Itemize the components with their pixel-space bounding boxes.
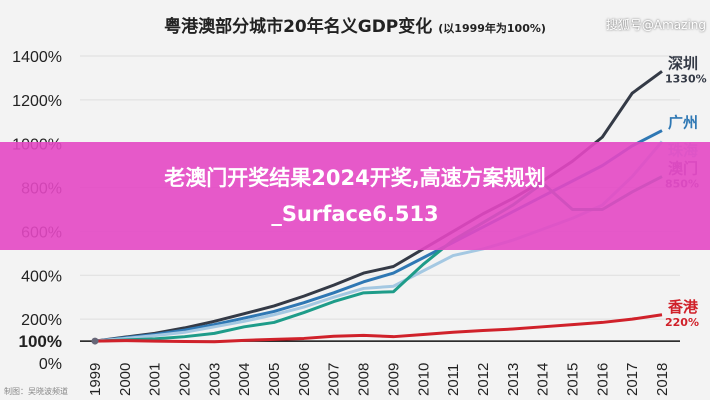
y-tick-label: 100% (19, 332, 62, 351)
x-tick-label: 2011 (445, 364, 462, 396)
title-text: 粤港澳部分城市20年名义GDP变化 (164, 17, 433, 37)
chart-title: 粤港澳部分城市20年名义GDP变化 (以1999年为100%) (0, 12, 710, 37)
y-tick-label: 1200% (12, 93, 62, 110)
source-watermark: 搜狐号@Amazing (605, 18, 706, 32)
series-label: 深圳 (668, 54, 698, 72)
series-label: 广州 (668, 114, 698, 132)
banner-text: 老澳门开奖结果2024开奖,高速方案规划_Surface6.513 (164, 166, 546, 226)
x-tick-label: 2009 (385, 363, 402, 396)
end-value-label: 220% (665, 316, 699, 329)
x-tick-label: 1999 (87, 363, 104, 396)
y-tick-label: 1400% (12, 49, 62, 66)
series-line (94, 313, 663, 344)
y-tick-label: 400% (21, 268, 62, 285)
end-value-label: 1330% (665, 72, 707, 85)
x-tick-label: 2012 (475, 363, 492, 396)
x-tick-label: 2010 (415, 363, 432, 396)
x-tick-label: 2015 (564, 363, 581, 396)
x-tick-label: 2002 (177, 363, 194, 396)
x-tick-label: 2001 (147, 363, 164, 396)
y-tick-label: 0% (39, 356, 62, 373)
series-label: 香港 (668, 298, 699, 316)
start-marker (91, 337, 99, 345)
y-tick-label: 200% (21, 312, 62, 329)
x-tick-label: 2004 (236, 363, 253, 396)
x-tick-label: 2003 (206, 363, 223, 396)
credit-watermark: 制图：吴晓波频道 (4, 387, 68, 396)
x-tick-label: 2014 (535, 363, 552, 396)
x-tick-label: 2006 (296, 363, 313, 396)
x-tick-label: 2017 (624, 363, 641, 396)
chart-subtitle: (以1999年为100%) (438, 22, 546, 35)
x-tick-label: 2005 (266, 363, 283, 396)
x-tick-label: 2008 (356, 363, 373, 396)
x-tick-label: 2000 (117, 363, 134, 396)
x-tick-label: 2007 (326, 363, 343, 396)
x-tick-label: 2016 (594, 363, 611, 396)
x-tick-label: 2013 (505, 363, 522, 396)
overlay-banner: 老澳门开奖结果2024开奖,高速方案规划_Surface6.513 (0, 142, 710, 250)
x-tick-label: 2018 (654, 363, 671, 396)
